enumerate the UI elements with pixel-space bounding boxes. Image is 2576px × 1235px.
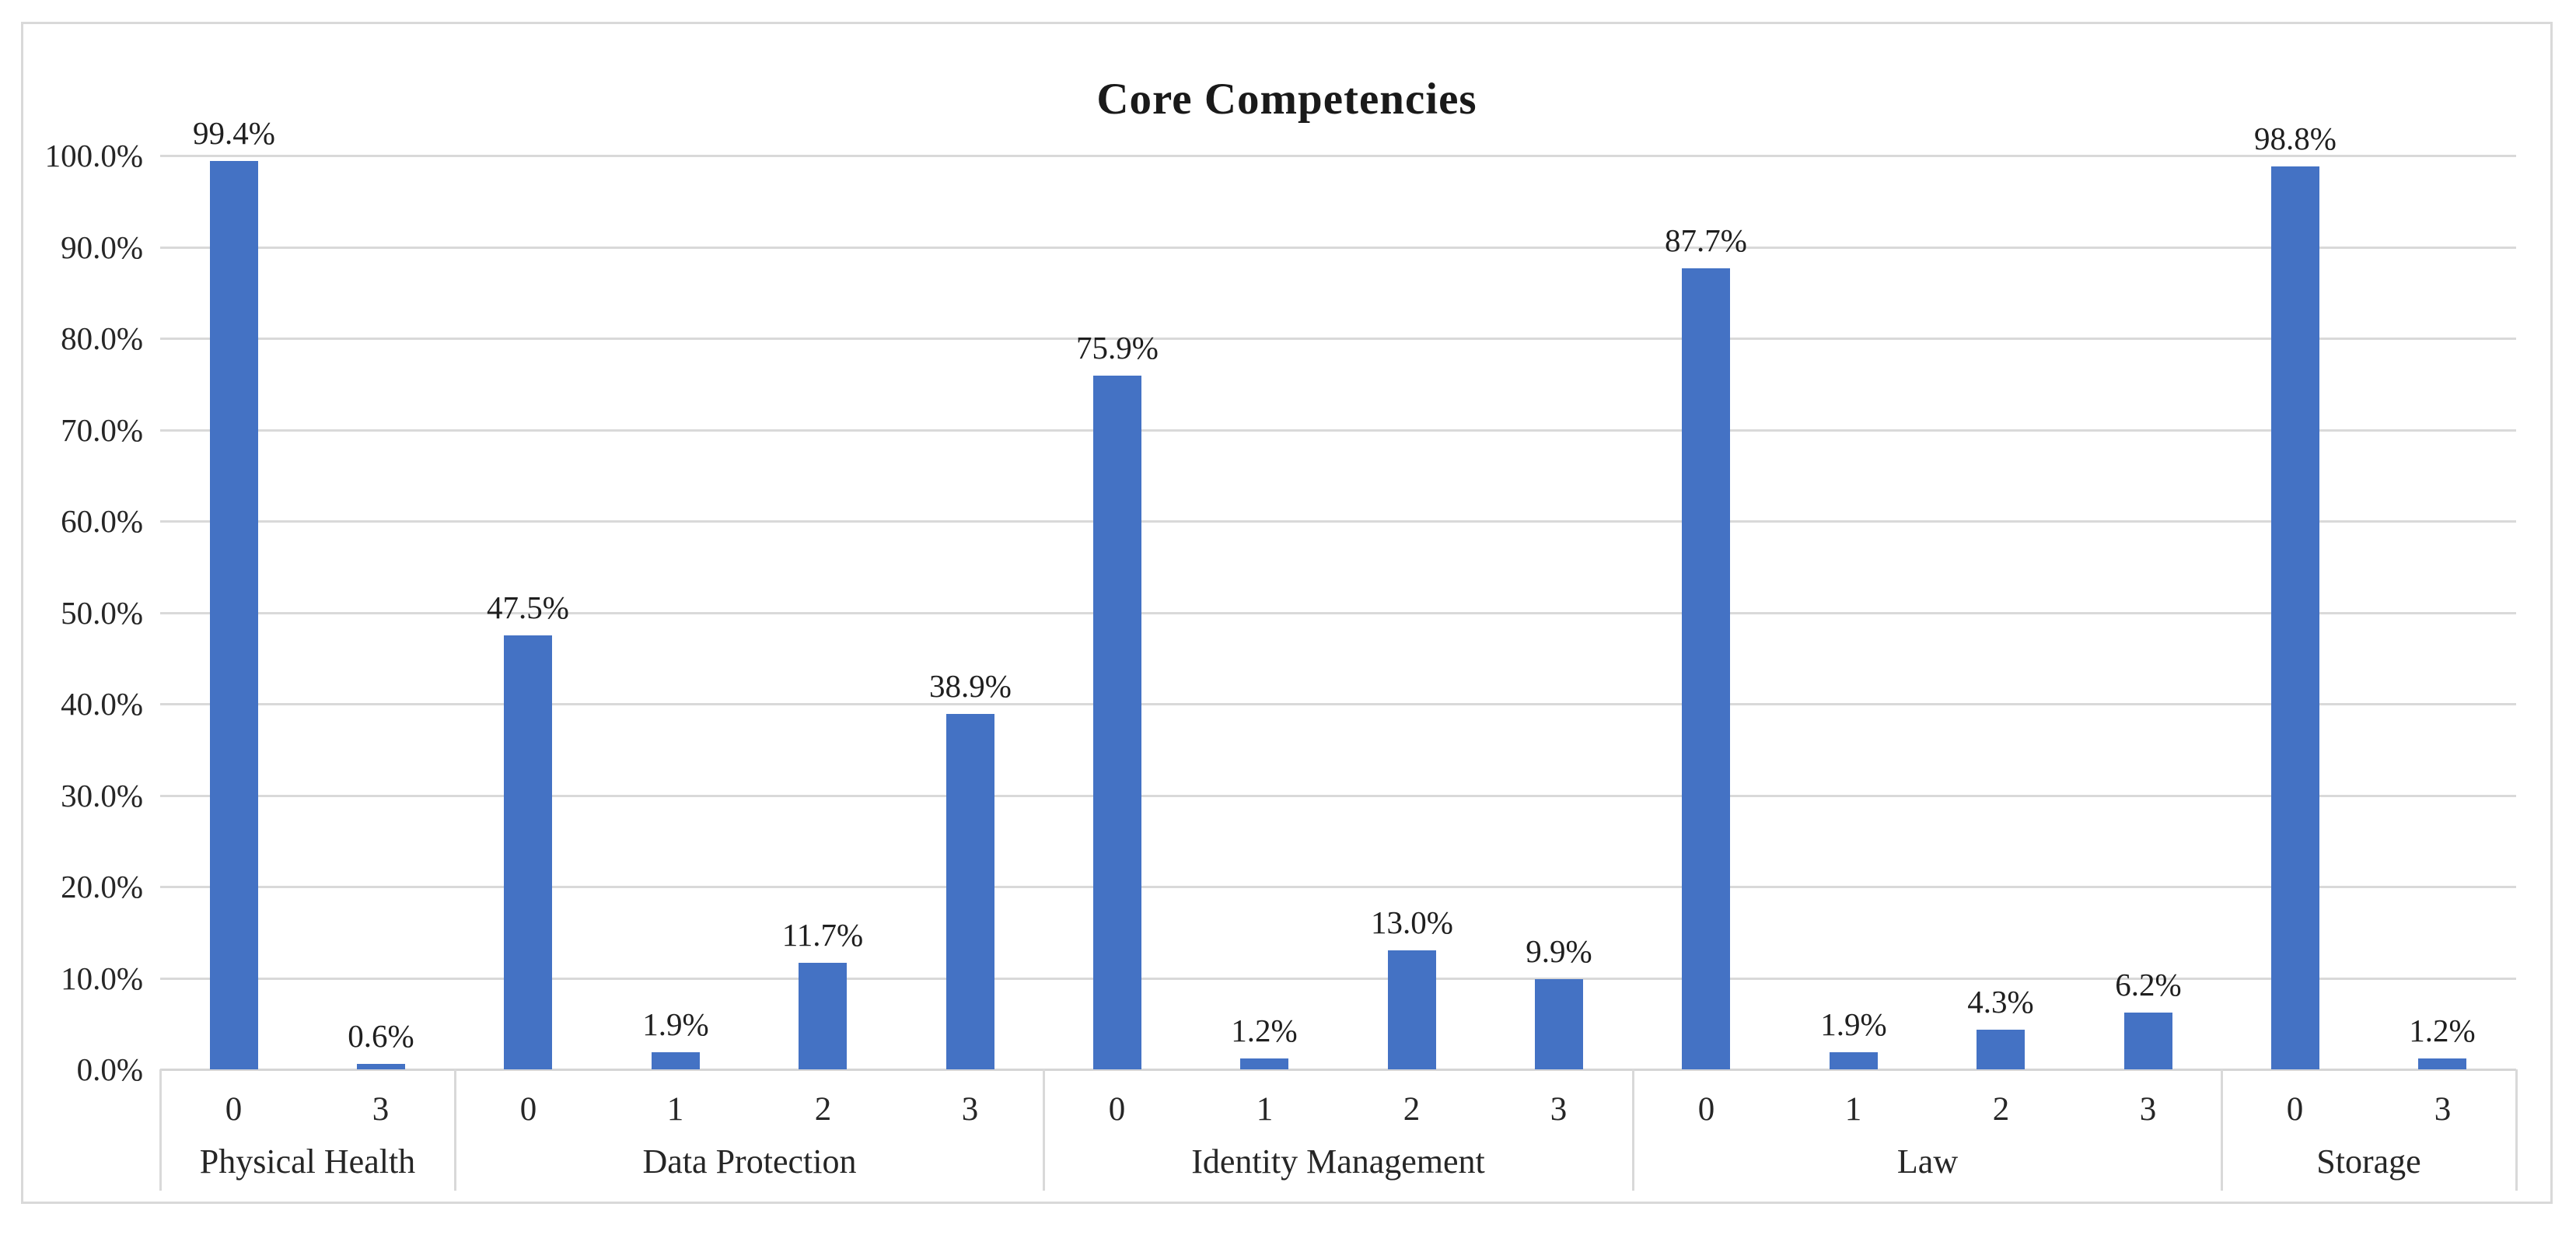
bar-physical-health-0 [210, 161, 258, 1069]
bar-value-label: 1.9% [642, 1006, 709, 1042]
x-group-label-law: Law [1896, 1142, 1959, 1181]
gridline [160, 611, 2516, 614]
gridline [160, 977, 2516, 980]
y-tick-label: 50.0% [61, 594, 143, 631]
bar-value-label: 11.7% [781, 917, 864, 953]
x-category-label: 3 [961, 1091, 979, 1128]
bar-value-label: 38.9% [929, 668, 1012, 704]
y-tick-label: 20.0% [61, 869, 143, 904]
x-axis-line [160, 1069, 2516, 1071]
x-category-label: 2 [814, 1091, 832, 1128]
bar-identity-management-3 [1535, 979, 1583, 1069]
y-tick-label: 10.0% [61, 960, 143, 996]
y-tick-label: 80.0% [61, 320, 143, 356]
x-group-label-storage: Storage [2316, 1142, 2421, 1181]
chart-frame: Core Competencies 99.4% 0.6% 47.5% 1.9% 11.7… [21, 22, 2553, 1204]
x-category-label: 0 [519, 1091, 537, 1128]
bar-data-protection-1 [652, 1052, 700, 1069]
bar-value-label: 1.2% [1231, 1013, 1298, 1048]
bar-value-label: 9.9% [1526, 933, 1592, 969]
x-category-label: 2 [1992, 1091, 2010, 1128]
x-category-label: 0 [1697, 1091, 1715, 1128]
bar-identity-management-0 [1093, 376, 1141, 1069]
bar-storage-3 [2418, 1058, 2466, 1069]
y-tick-label: 100.0% [44, 138, 143, 173]
bar-value-label: 13.0% [1371, 904, 1453, 940]
bar-value-label: 1.9% [1820, 1006, 1887, 1042]
gridline [160, 429, 2516, 432]
x-category-label: 3 [2434, 1091, 2452, 1128]
chart-title: Core Competencies [1096, 75, 1477, 124]
gridline [160, 886, 2516, 888]
x-group-separator [159, 1069, 162, 1191]
bar-law-3 [2124, 1013, 2172, 1069]
bar-value-label: 75.9% [1076, 330, 1159, 366]
x-category-label: 3 [2139, 1091, 2157, 1128]
bar-value-label: 98.8% [2254, 121, 2337, 156]
y-tick-label: 60.0% [61, 503, 143, 539]
gridline [160, 155, 2516, 157]
y-tick-label: 90.0% [61, 229, 143, 265]
x-category-label: 0 [225, 1091, 243, 1128]
x-category-label: 3 [372, 1091, 390, 1128]
gridline [160, 338, 2516, 340]
bar-data-protection-3 [946, 714, 994, 1069]
x-category-label: 1 [1844, 1091, 1862, 1128]
bar-value-label: 87.7% [1665, 222, 1747, 258]
x-group-separator [2221, 1069, 2223, 1191]
bar-value-label: 0.6% [348, 1018, 414, 1054]
bar-value-label: 99.4% [193, 115, 275, 151]
y-tick-label: 70.0% [61, 411, 143, 448]
bar-data-protection-2 [799, 963, 847, 1069]
x-group-label-physical-health: Physical Health [199, 1142, 416, 1181]
x-category-label: 0 [2286, 1091, 2304, 1128]
x-category-label: 0 [1108, 1091, 1126, 1128]
bar-value-label: 47.5% [487, 590, 569, 625]
x-group-label-data-protection: Data Protection [642, 1142, 857, 1181]
gridline [160, 520, 2516, 523]
y-tick-label: 30.0% [61, 777, 143, 813]
y-tick-label: 40.0% [61, 686, 143, 722]
bar-value-label: 4.3% [1967, 984, 2034, 1020]
gridline [160, 703, 2516, 705]
bar-storage-0 [2271, 166, 2319, 1069]
bar-identity-management-2 [1388, 950, 1436, 1069]
bar-value-label: 1.2% [2409, 1013, 2476, 1048]
bar-physical-health-3 [357, 1064, 405, 1069]
x-category-label: 3 [1550, 1091, 1568, 1128]
y-tick-label: 0.0% [76, 1051, 143, 1087]
gridline [160, 246, 2516, 249]
bar-value-label: 6.2% [2115, 967, 2182, 1002]
x-group-separator [1632, 1069, 1634, 1191]
bar-law-1 [1830, 1052, 1878, 1069]
bar-identity-management-1 [1240, 1058, 1288, 1069]
x-category-label: 2 [1403, 1091, 1421, 1128]
bar-law-0 [1682, 268, 1730, 1069]
x-group-separator [454, 1069, 456, 1191]
x-group-label-identity-management: Identity Management [1191, 1142, 1485, 1181]
x-category-label: 1 [1256, 1091, 1274, 1128]
gridline [160, 794, 2516, 797]
x-group-separator [1043, 1069, 1045, 1191]
bar-law-2 [1977, 1030, 2025, 1069]
x-group-separator [2515, 1069, 2518, 1191]
bar-data-protection-0 [504, 635, 552, 1069]
x-category-label: 1 [666, 1091, 684, 1128]
